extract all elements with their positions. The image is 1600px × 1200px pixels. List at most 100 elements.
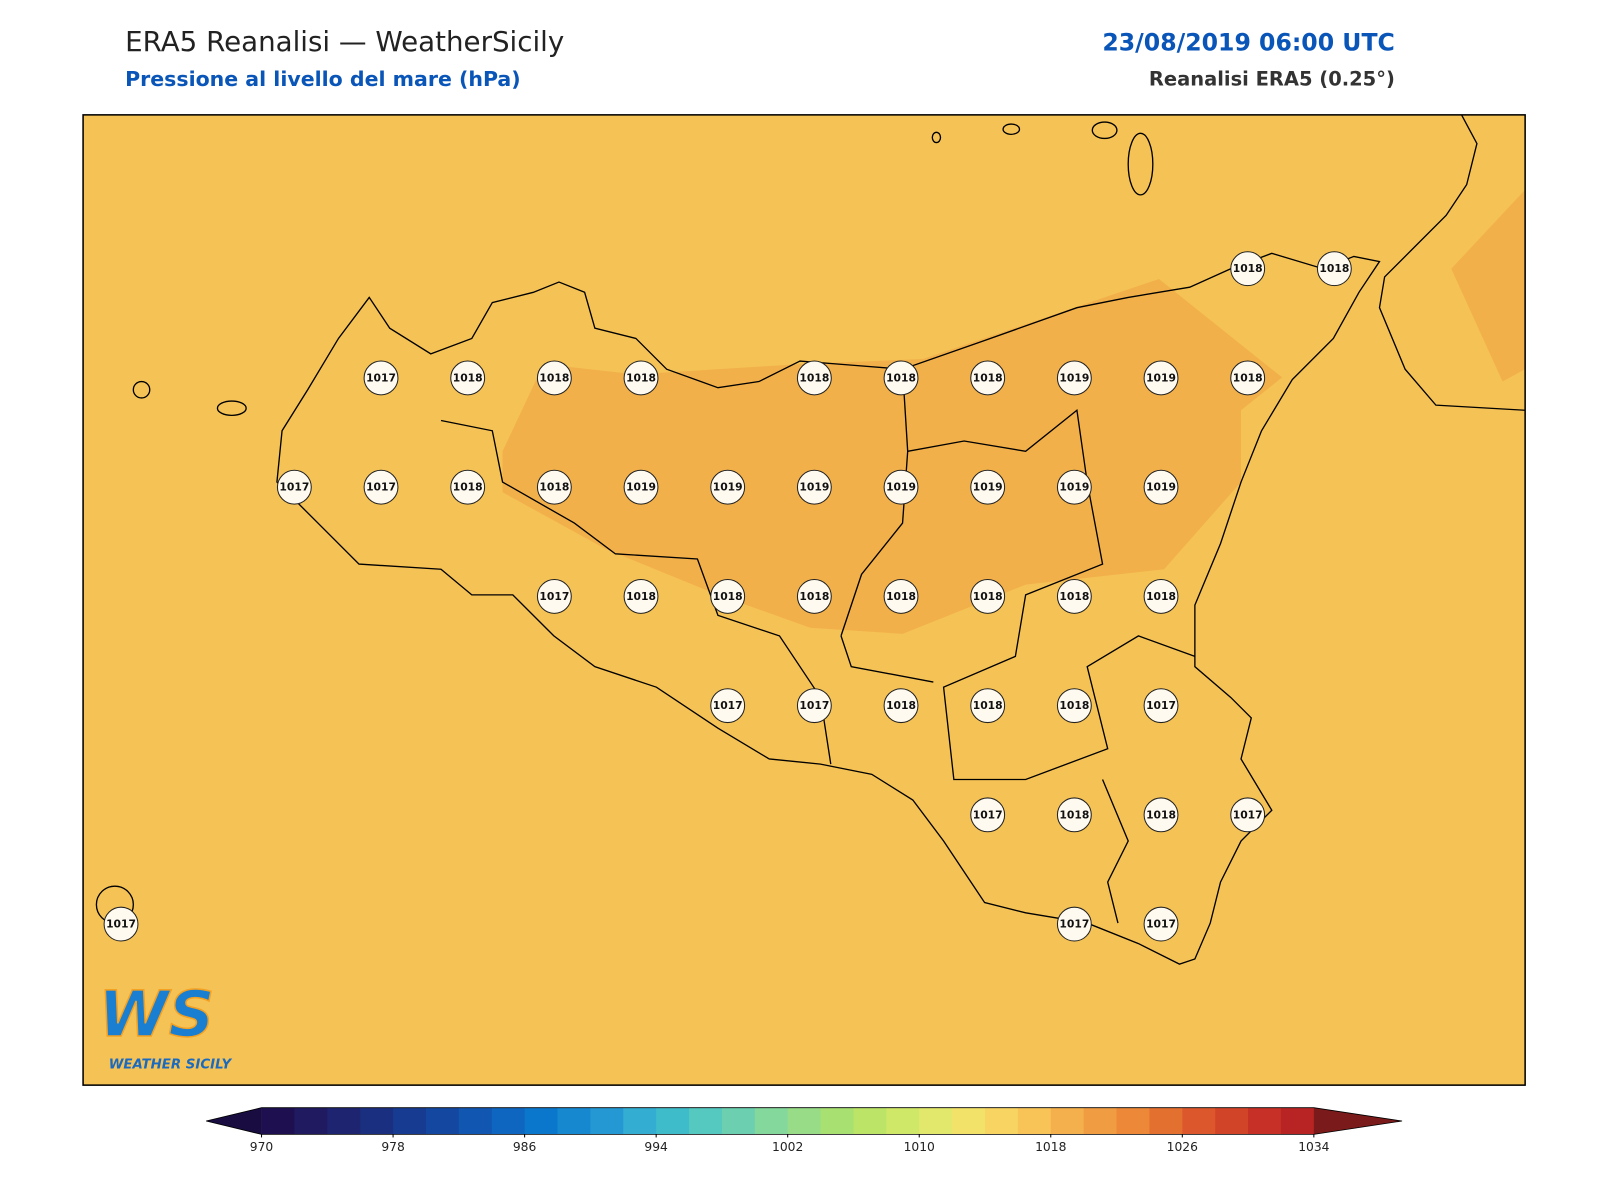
colorbar-segment [689,1107,723,1135]
station-value: 1018 [713,590,743,603]
station-marker [1230,360,1266,396]
station-value: 1019 [1146,481,1176,494]
station: 1019 [1143,360,1179,396]
colorbar-segment [360,1107,394,1135]
colorbar-segment [393,1107,427,1135]
station: 1018 [623,578,659,614]
logo: WS WEATHER SICILY [98,976,233,1073]
station-marker [883,360,919,396]
island [931,131,942,144]
station: 1018 [1230,251,1266,287]
station: 1018 [970,578,1006,614]
station-marker [796,578,832,614]
colorbar-segment [294,1107,328,1135]
station-marker [536,360,572,396]
colorbar-tick-label: 1002 [772,1140,803,1154]
station-marker [1143,906,1179,942]
colorbar-segment [721,1107,756,1135]
station-marker [1056,360,1092,396]
station: 1017 [710,688,746,724]
colorbar-tick-label: 986 [513,1140,537,1154]
colorbar-segment [886,1107,920,1135]
station-marker [1143,688,1179,724]
station-value: 1017 [1233,808,1263,821]
station-value: 1018 [539,481,569,494]
colorbar-tick-label: 1010 [904,1140,935,1154]
colorbar-segment [919,1107,953,1135]
station-value: 1019 [1059,371,1089,384]
colorbar-segment [557,1107,591,1135]
stations: 1018 1018 1017 1018 1018 1018 1018 1018 1018 1019… [103,251,1352,942]
high-pressure-zone [1451,189,1526,382]
colorbar-segment [458,1107,493,1135]
station-marker [536,578,572,614]
station: 1018 [450,360,486,396]
station: 1018 [796,578,832,614]
station-value: 1017 [1146,699,1176,712]
station-value: 1018 [1059,808,1089,821]
province-border [440,419,832,765]
station: 1018 [883,578,919,614]
sicily-coast [276,252,1381,965]
map-frame [82,114,1526,1086]
station-marker [796,688,832,724]
colorbar-segment [985,1107,1019,1135]
station-value: 1019 [626,481,656,494]
station-marker [623,578,659,614]
colorbar-segment [1116,1107,1150,1135]
island [1091,121,1118,140]
station-value: 1018 [799,590,829,603]
title: ERA5 Reanalisi — WeatherSicily [125,25,564,58]
colorbar-segment [853,1107,887,1135]
station-marker [710,469,746,505]
station-value: 1019 [713,481,743,494]
station: 1017 [796,688,832,724]
station-value: 1018 [1319,262,1349,275]
station: 1017 [1143,906,1179,942]
station-value: 1018 [973,371,1003,384]
island [1002,123,1021,136]
station: 1019 [796,469,832,505]
station-marker [1056,469,1092,505]
island [216,400,247,417]
province-border [901,369,1196,781]
colorbar-segment [1017,1107,1052,1135]
station: 1019 [1056,360,1092,396]
station: 1018 [710,578,746,614]
station-marker [623,469,659,505]
station: 1018 [1056,797,1092,833]
province-border [1101,779,1129,924]
station: 1017 [536,578,572,614]
station-value: 1018 [886,590,916,603]
station-marker [970,469,1006,505]
colorbar-segment [754,1107,789,1135]
station-marker [1143,578,1179,614]
station: 1018 [623,360,659,396]
station-value: 1017 [713,699,743,712]
station-value: 1019 [799,481,829,494]
station-value: 1017 [106,918,136,931]
station-marker [1056,688,1092,724]
colorbar-tick-label: 1026 [1167,1140,1198,1154]
station-value: 1018 [453,371,483,384]
station-value: 1017 [1059,918,1089,931]
station-marker [796,360,832,396]
station-value: 1017 [366,481,396,494]
station-marker [363,469,399,505]
station: 1018 [883,688,919,724]
station-value: 1019 [973,481,1003,494]
calabria-coast [1378,114,1526,411]
station-marker [883,688,919,724]
colorbar-segment [787,1107,822,1135]
station-marker [623,360,659,396]
colorbar-segment [425,1107,460,1135]
station: 1017 [363,469,399,505]
station: 1017 [1143,688,1179,724]
station-value: 1018 [1146,590,1176,603]
station-value: 1018 [626,371,656,384]
colorbar-segment [590,1107,624,1135]
station-marker [1056,797,1092,833]
station-marker [710,578,746,614]
